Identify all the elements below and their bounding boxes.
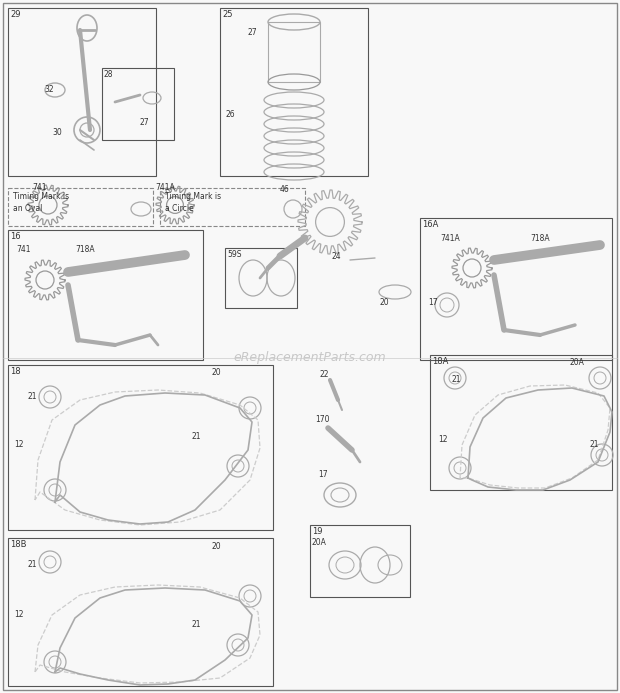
- Text: 18B: 18B: [10, 540, 27, 549]
- Text: 19: 19: [312, 527, 322, 536]
- Text: 46: 46: [280, 185, 290, 194]
- Bar: [102, 68, 174, 140]
- Bar: [310, 525, 410, 597]
- Bar: [8, 365, 273, 530]
- Text: eReplacementParts.com: eReplacementParts.com: [234, 351, 386, 365]
- Text: 28: 28: [104, 70, 113, 79]
- Text: 741A: 741A: [440, 234, 460, 243]
- Text: Timing Mark is: Timing Mark is: [13, 192, 69, 201]
- Text: 18: 18: [10, 367, 20, 376]
- Text: an Oval: an Oval: [13, 204, 42, 213]
- Text: 27: 27: [248, 28, 258, 37]
- Text: 20A: 20A: [570, 358, 585, 367]
- Bar: [8, 8, 156, 176]
- Text: 20: 20: [212, 542, 221, 551]
- Text: 59S: 59S: [227, 250, 242, 259]
- Text: 16: 16: [10, 232, 20, 241]
- Text: 21: 21: [28, 392, 37, 401]
- Bar: [8, 538, 273, 686]
- Bar: [268, 22, 320, 82]
- Bar: [225, 248, 297, 308]
- Text: 26: 26: [226, 110, 236, 119]
- Text: 21: 21: [590, 440, 600, 449]
- Bar: [430, 355, 612, 490]
- Text: 32: 32: [44, 85, 53, 94]
- Bar: [160, 188, 305, 226]
- Text: a Circle: a Circle: [165, 204, 193, 213]
- Text: 17: 17: [318, 470, 327, 479]
- Text: 741: 741: [32, 183, 46, 192]
- Text: 25: 25: [222, 10, 232, 19]
- Text: 170: 170: [315, 415, 329, 424]
- Text: 22: 22: [320, 370, 329, 379]
- Text: 21: 21: [452, 375, 461, 384]
- Text: 21: 21: [28, 560, 37, 569]
- Text: 12: 12: [14, 610, 24, 619]
- Text: 21: 21: [192, 432, 202, 441]
- Text: 27: 27: [140, 118, 149, 127]
- Text: 30: 30: [52, 128, 62, 137]
- Bar: [220, 8, 368, 176]
- Text: 718A: 718A: [75, 245, 95, 254]
- Text: 20A: 20A: [312, 538, 327, 547]
- Text: 718A: 718A: [530, 234, 549, 243]
- Text: 17: 17: [428, 298, 438, 307]
- Text: 12: 12: [438, 435, 448, 444]
- Text: 29: 29: [10, 10, 20, 19]
- Text: Timing Mark is: Timing Mark is: [165, 192, 221, 201]
- Bar: [8, 188, 153, 226]
- Text: 741A: 741A: [155, 183, 175, 192]
- Text: 12: 12: [14, 440, 24, 449]
- Text: 16A: 16A: [422, 220, 438, 229]
- Text: 20: 20: [212, 368, 221, 377]
- Text: 18A: 18A: [432, 357, 448, 366]
- Text: 24: 24: [332, 252, 342, 261]
- Text: 21: 21: [192, 620, 202, 629]
- Bar: [8, 230, 203, 360]
- Bar: [420, 218, 612, 360]
- Text: 741: 741: [16, 245, 30, 254]
- Text: 20: 20: [380, 298, 389, 307]
